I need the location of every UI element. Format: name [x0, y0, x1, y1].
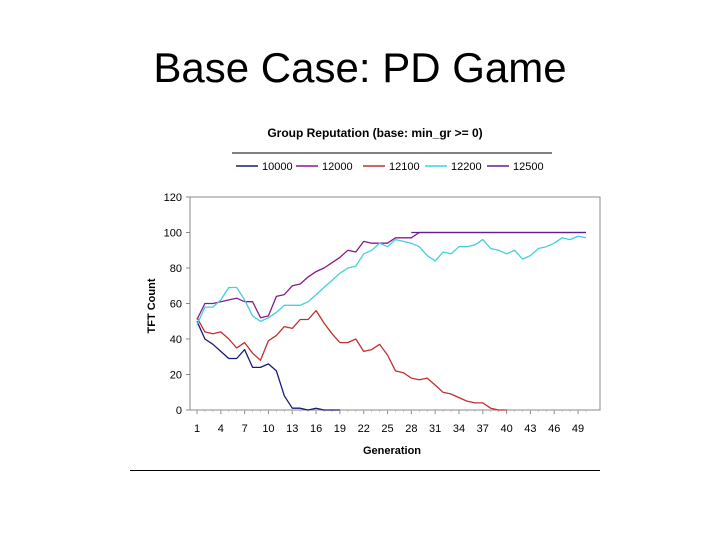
legend-label-12500: 12500	[513, 161, 544, 173]
x-tick-label: 22	[358, 423, 370, 435]
legend-label-10000: 10000	[262, 161, 293, 173]
x-tick-label: 19	[334, 423, 346, 435]
y-axis-label: TFT Count	[146, 278, 158, 333]
y-tick-label: 20	[170, 370, 182, 382]
x-tick-label: 16	[310, 423, 322, 435]
series-line-12000	[196, 231, 586, 320]
legend-label-12000: 12000	[322, 161, 353, 173]
x-tick-label: 1	[194, 423, 200, 435]
x-tick-label: 25	[381, 423, 393, 435]
y-tick-label: 60	[170, 299, 182, 311]
x-tick-label: 34	[453, 423, 465, 435]
y-tick-label: 40	[170, 334, 182, 346]
x-tick-label: 49	[572, 423, 584, 435]
x-tick-label: 13	[286, 423, 298, 435]
series-line-12100	[196, 309, 507, 411]
x-tick-label: 4	[218, 423, 224, 435]
chart-title: Group Reputation (base: min_gr >= 0)	[267, 126, 482, 140]
legend-label-12100: 12100	[389, 161, 420, 173]
legend: 10000 12000 12100 12200 12500	[232, 152, 552, 173]
x-tick-label: 28	[405, 423, 417, 435]
plot-frame	[189, 196, 601, 411]
x-tick-label: 37	[477, 423, 489, 435]
x-tick-label: 40	[500, 423, 512, 435]
plot-area: 0 20 40 60 80 100 120 1 4 7 10 13 16 19 22 25 28 31 34 37 40…	[164, 192, 601, 435]
x-tick-label: 7	[242, 423, 248, 435]
y-tick-label: 0	[176, 405, 182, 417]
series-line-10000	[196, 321, 340, 411]
y-tick-label: 80	[170, 263, 182, 275]
y-tick-label: 100	[164, 228, 182, 240]
divider-line	[130, 470, 600, 471]
x-tick-label: 46	[548, 423, 560, 435]
x-tick-label: 43	[524, 423, 536, 435]
series-line-12200	[196, 235, 587, 326]
x-axis-label: Generation	[363, 445, 421, 457]
slide-title: Base Case: PD Game	[153, 44, 567, 91]
x-tick-label: 31	[429, 423, 441, 435]
x-tick-label: 10	[262, 423, 274, 435]
y-tick-label: 120	[164, 192, 182, 204]
legend-label-12200: 12200	[451, 161, 482, 173]
